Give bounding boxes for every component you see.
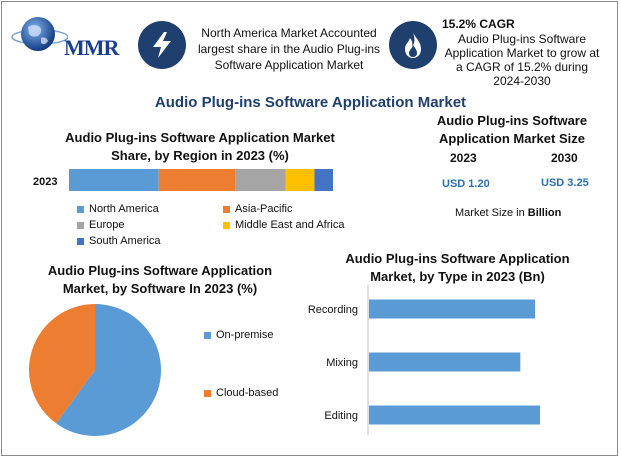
size-value-2023: USD 1.20 — [442, 178, 490, 190]
legend-north-america: North America — [77, 203, 159, 215]
legend-label-south-america: South America — [89, 235, 161, 247]
legend-swatch-north-america — [77, 205, 84, 213]
cagr-title: 15.2% CAGR — [442, 16, 594, 32]
type-bar-chart: Recording Mixing Editing — [308, 285, 540, 435]
pie-legend-on-premise: On-premise — [204, 329, 273, 341]
legend-asia-pacific: Asia-Pacific — [223, 203, 292, 215]
pie-label-cloud-based: Cloud-based — [216, 387, 279, 399]
type-label-recording: Recording — [308, 304, 358, 316]
pie-legend-cloud-based: Cloud-based — [204, 387, 278, 399]
lightning-bolt-icon — [153, 32, 171, 58]
main-title: Audio Plug-ins Software Application Mark… — [154, 94, 467, 111]
legend-label-north-america: North America — [89, 203, 159, 215]
pie-label-on-premise: On-premise — [216, 329, 274, 341]
logo-text: MMR — [64, 35, 119, 60]
region-segment-middle-east-and-africa — [285, 169, 315, 191]
region-chart-title: Audio Plug-ins Software Application Mark… — [65, 130, 335, 163]
market-size-title: Audio Plug-ins Software Application Mark… — [436, 113, 588, 146]
legend-south-america: South America — [77, 235, 161, 247]
size-footnote-prefix: Market Size in — [455, 207, 528, 219]
lightning-badge — [138, 21, 186, 69]
type-chart-title: Audio Plug-ins Software Application Mark… — [345, 251, 570, 284]
size-footnote: Market Size in Billion — [455, 207, 561, 219]
software-chart-title: Audio Plug-ins Software Application Mark… — [47, 263, 273, 296]
legend-europe: Europe — [77, 219, 124, 231]
region-segment-asia-pacific — [158, 169, 236, 191]
region-note: North America Market Accounted largest s… — [197, 26, 381, 72]
legend-swatch-south-america — [77, 237, 84, 245]
pie-slice-on-premise — [56, 304, 161, 436]
region-segment-europe — [235, 169, 286, 191]
pie-slice-cloud-based — [29, 304, 96, 424]
type-bar-mixing — [369, 352, 521, 372]
software-pie-chart — [29, 304, 161, 436]
cagr-note: Audio Plug-ins Software Application Mark… — [444, 32, 600, 88]
globe-icon — [11, 17, 69, 51]
pie-swatch-cloud-based — [204, 389, 211, 397]
region-bar-year: 2023 — [33, 176, 58, 188]
region-segment-north-america — [69, 169, 159, 191]
size-footnote-unit: Billion — [527, 207, 562, 219]
legend-middle-east-africa: Middle East and Africa — [223, 219, 344, 231]
type-label-editing: Editing — [324, 410, 358, 422]
region-segment-south-america — [314, 169, 333, 191]
legend-label-europe: Europe — [89, 219, 125, 231]
legend-swatch-asia-pacific — [223, 205, 230, 213]
type-bar-editing — [369, 405, 540, 425]
size-year-2023: 2023 — [450, 151, 477, 165]
legend-swatch-europe — [77, 221, 84, 229]
size-year-2030: 2030 — [551, 151, 578, 165]
pie-swatch-on-premise — [204, 331, 211, 339]
region-stacked-bar — [69, 169, 333, 191]
cagr-title-text: 15.2% CAGR — [442, 17, 515, 31]
legend-label-asia-pacific: Asia-Pacific — [235, 203, 293, 215]
flame-icon — [405, 32, 421, 58]
legend-swatch-middle-east-africa — [223, 221, 230, 229]
type-label-mixing: Mixing — [326, 357, 358, 369]
type-bar-recording — [369, 299, 536, 319]
flame-badge — [389, 21, 437, 69]
legend-label-middle-east-africa: Middle East and Africa — [235, 219, 345, 231]
mmr-logo: MMR — [8, 10, 126, 60]
size-value-2030: USD 3.25 — [541, 177, 589, 189]
